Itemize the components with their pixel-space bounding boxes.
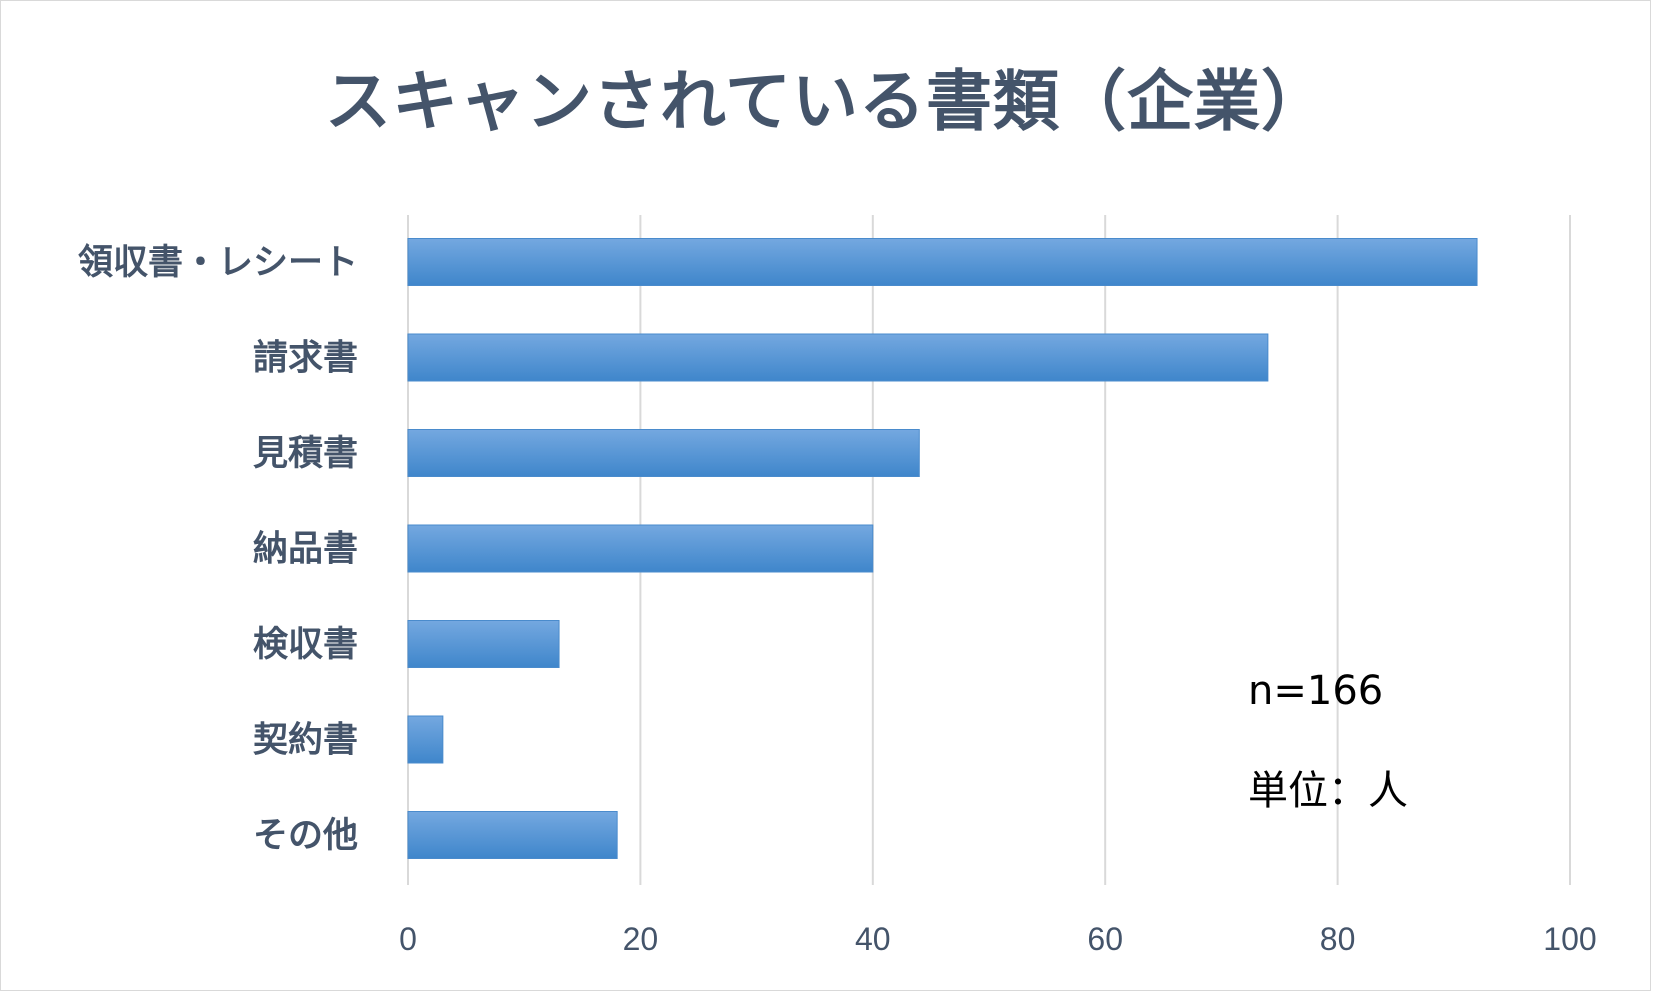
category-label: 領収書・レシート <box>78 242 358 283</box>
bar-6 <box>407 811 618 859</box>
bar-5 <box>407 715 444 764</box>
x-tick-label: 0 <box>399 921 417 957</box>
bar-3 <box>407 524 874 573</box>
bars <box>407 238 1478 859</box>
x-tick-label: 100 <box>1543 921 1596 957</box>
category-label: 見積書 <box>253 434 358 474</box>
x-tick-labels: 0 20 40 60 80 100 <box>399 921 1597 957</box>
bar-2 <box>407 429 920 477</box>
x-tick-label: 60 <box>1087 921 1123 957</box>
category-label: その他 <box>253 816 358 856</box>
category-label: 検収書 <box>253 625 358 665</box>
chart-title: スキャンされている書類（企業） <box>324 63 1329 140</box>
bar-0 <box>407 238 1478 286</box>
bar-1 <box>407 333 1269 382</box>
category-label: 契約書 <box>253 721 358 761</box>
unit-note: 単位：人 <box>1248 768 1408 814</box>
x-tick-label: 80 <box>1320 921 1356 957</box>
x-tick-label: 40 <box>855 921 891 957</box>
bar-4 <box>407 620 560 668</box>
x-tick-label: 20 <box>623 921 659 957</box>
sample-size-note: n=166 <box>1248 668 1384 714</box>
category-label: 納品書 <box>253 530 358 570</box>
category-label: 請求書 <box>253 338 358 379</box>
